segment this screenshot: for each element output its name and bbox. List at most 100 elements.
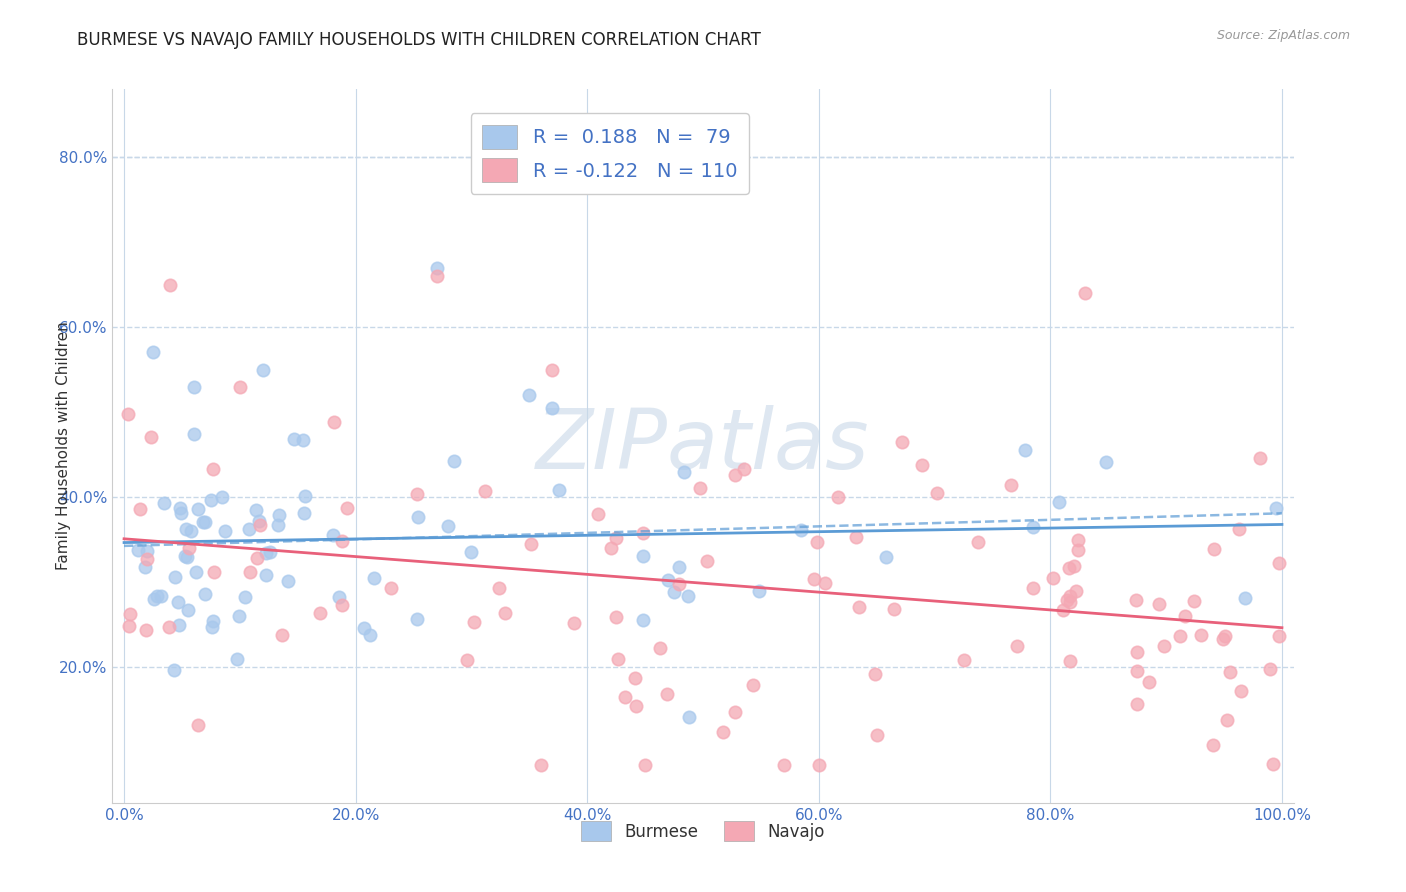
Text: BURMESE VS NAVAJO FAMILY HOUSEHOLDS WITH CHILDREN CORRELATION CHART: BURMESE VS NAVAJO FAMILY HOUSEHOLDS WITH…: [77, 31, 761, 49]
Point: [229, 379, 252, 393]
Point: [845, 530, 868, 544]
Point: [322, 415, 344, 429]
Point: [1022, 520, 1045, 534]
Point: [1126, 665, 1149, 679]
Point: [657, 573, 679, 587]
Point: [269, 508, 291, 522]
Point: [1126, 645, 1149, 659]
Point: [891, 435, 914, 450]
Text: ZIPatlas: ZIPatlas: [536, 406, 870, 486]
Point: [129, 502, 152, 516]
Point: [614, 690, 637, 705]
Point: [1067, 543, 1090, 558]
Point: [174, 522, 197, 536]
Point: [803, 573, 825, 587]
Point: [174, 549, 197, 563]
Point: [330, 533, 353, 548]
Point: [180, 524, 202, 539]
Point: [187, 502, 209, 516]
Point: [271, 628, 294, 642]
Point: [406, 509, 429, 524]
Point: [634, 757, 657, 772]
Point: [488, 582, 510, 596]
Point: [380, 581, 402, 595]
Point: [159, 277, 181, 292]
Point: [631, 613, 654, 627]
Point: [1095, 455, 1118, 469]
Point: [1022, 581, 1045, 595]
Point: [806, 534, 828, 549]
Point: [1147, 597, 1170, 611]
Point: [246, 551, 269, 566]
Point: [141, 430, 163, 444]
Point: [724, 705, 747, 719]
Point: [202, 566, 225, 580]
Point: [1059, 589, 1081, 603]
Point: [1174, 609, 1197, 624]
Point: [1052, 602, 1074, 616]
Point: [711, 724, 734, 739]
Point: [238, 522, 260, 536]
Point: [254, 567, 277, 582]
Point: [135, 623, 157, 637]
Point: [1057, 560, 1080, 574]
Point: [179, 541, 201, 556]
Point: [162, 663, 184, 677]
Point: [135, 544, 157, 558]
Point: [541, 362, 564, 376]
Point: [1229, 684, 1251, 698]
Point: [673, 465, 696, 479]
Point: [183, 379, 205, 393]
Point: [353, 621, 375, 635]
Point: [696, 554, 718, 568]
Point: [1047, 495, 1070, 509]
Point: [953, 653, 976, 667]
Point: [120, 607, 142, 622]
Point: [169, 500, 191, 515]
Point: [142, 344, 165, 359]
Point: [1066, 533, 1088, 547]
Point: [1074, 286, 1097, 301]
Point: [330, 598, 353, 612]
Point: [1233, 591, 1256, 605]
Point: [1153, 640, 1175, 654]
Point: [118, 618, 141, 632]
Point: [294, 489, 316, 503]
Point: [1063, 559, 1085, 574]
Point: [1202, 542, 1225, 557]
Point: [456, 653, 478, 667]
Point: [239, 566, 262, 580]
Point: [1219, 665, 1241, 679]
Point: [117, 407, 139, 421]
Point: [1189, 628, 1212, 642]
Legend: Burmese, Navajo: Burmese, Navajo: [575, 814, 831, 848]
Point: [426, 260, 449, 275]
Point: [214, 524, 236, 538]
Point: [807, 757, 830, 772]
Point: [254, 546, 277, 560]
Point: [748, 584, 770, 599]
Point: [689, 481, 711, 495]
Point: [773, 757, 796, 772]
Point: [548, 483, 571, 497]
Point: [1213, 629, 1236, 643]
Point: [1064, 584, 1087, 599]
Point: [520, 537, 543, 551]
Point: [167, 595, 190, 609]
Point: [668, 560, 690, 574]
Point: [328, 590, 350, 604]
Point: [170, 507, 193, 521]
Point: [1268, 629, 1291, 643]
Point: [1014, 443, 1036, 458]
Point: [406, 486, 429, 500]
Point: [187, 718, 209, 732]
Point: [655, 687, 678, 701]
Point: [228, 609, 250, 624]
Point: [136, 551, 159, 566]
Point: [1007, 639, 1029, 653]
Point: [167, 618, 190, 632]
Point: [202, 462, 225, 476]
Point: [163, 570, 186, 584]
Point: [146, 590, 169, 604]
Point: [143, 592, 166, 607]
